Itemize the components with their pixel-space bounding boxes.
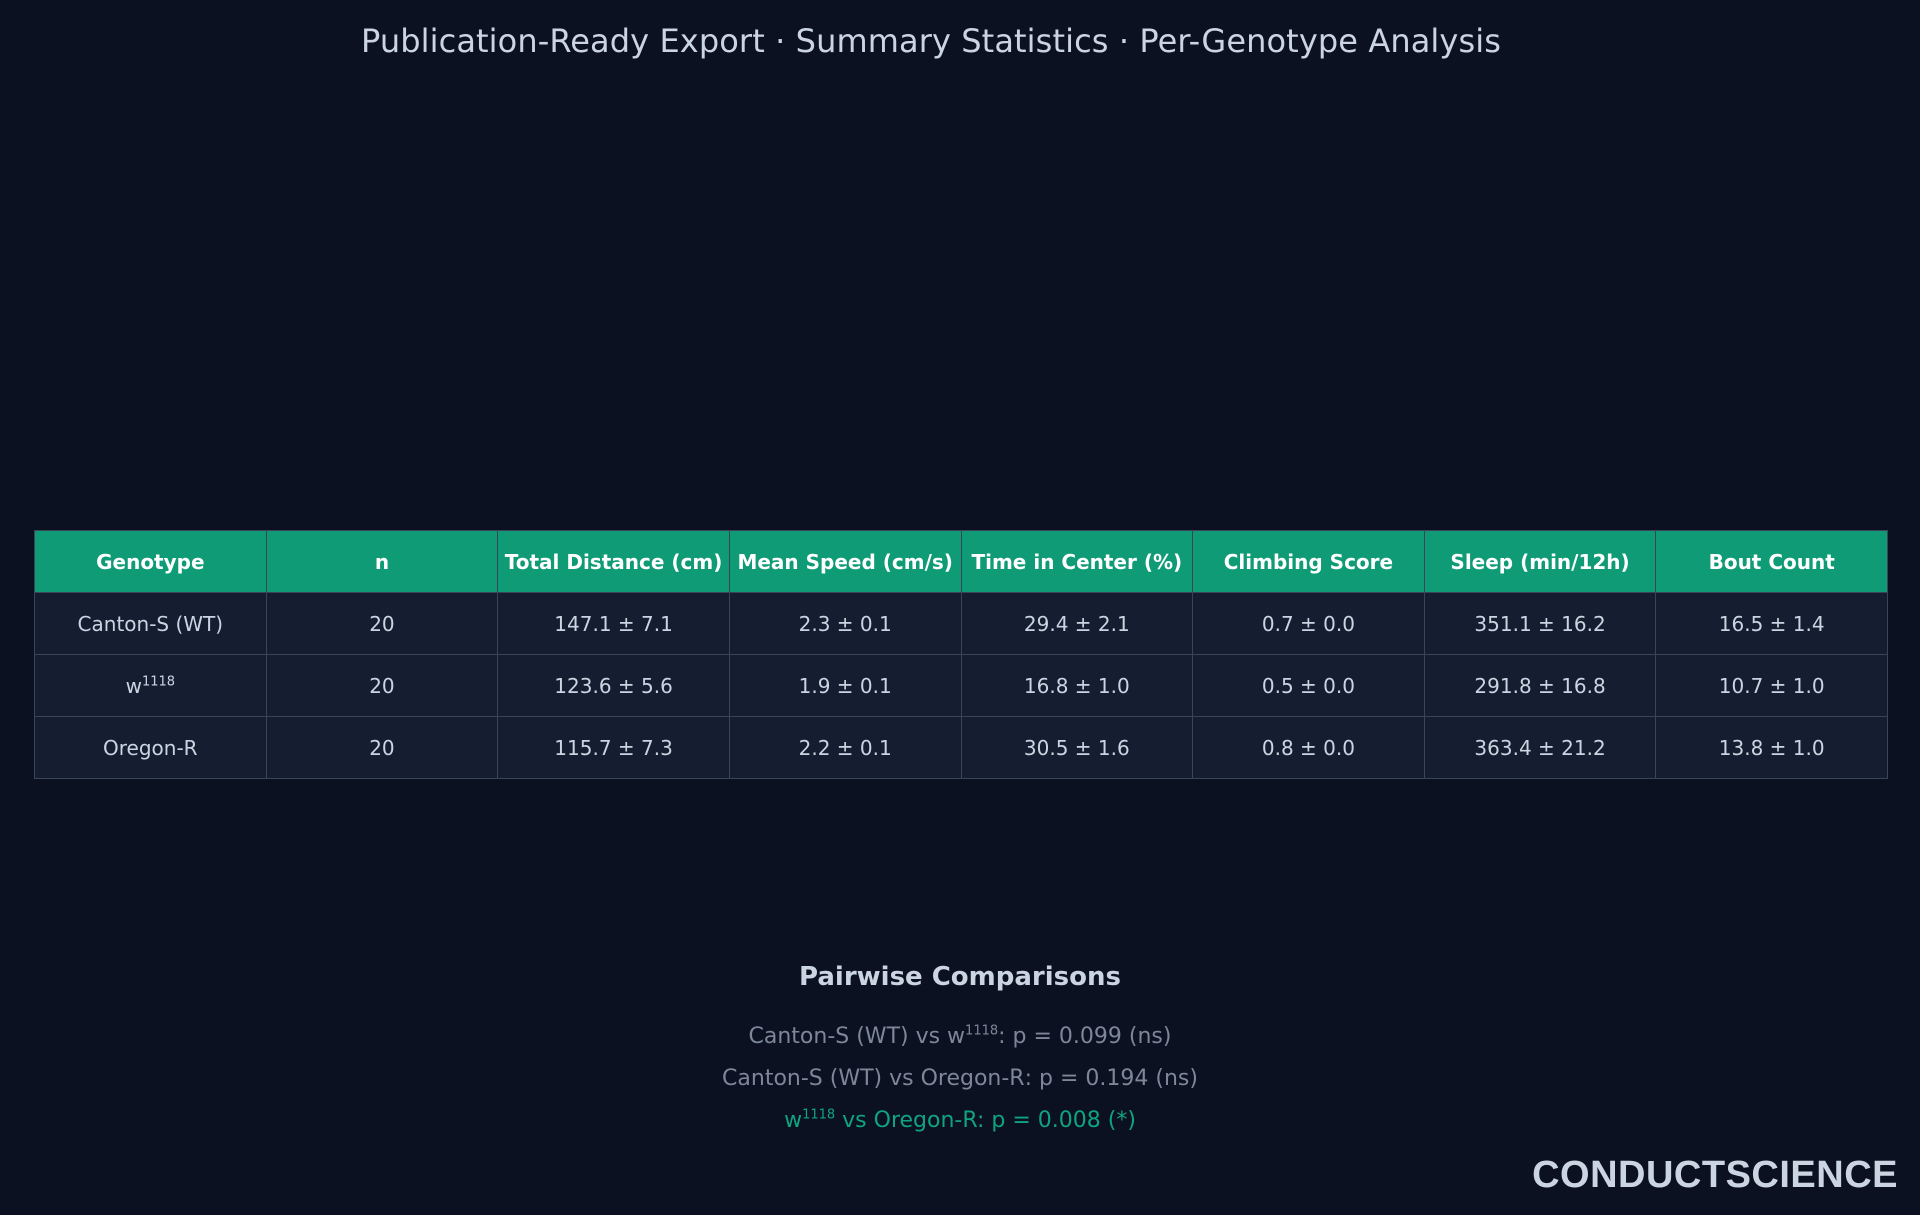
cell-genotype: Canton-S (WT) — [34, 592, 267, 655]
table-header-row: Genotype n Total Distance (cm) Mean Spee… — [34, 530, 1888, 593]
cell-genotype: w1118 — [34, 654, 267, 717]
cell-bout-count: 10.7 ± 1.0 — [1655, 654, 1888, 717]
table-row: Oregon-R 20 115.7 ± 7.3 2.2 ± 0.1 30.5 ±… — [34, 716, 1888, 779]
page-title: Publication-Ready Export · Summary Stati… — [361, 22, 1501, 60]
cell-time-in-center: 29.4 ± 2.1 — [960, 592, 1194, 655]
table-row: w1118 20 123.6 ± 5.6 1.9 ± 0.1 16.8 ± 1.… — [34, 654, 1888, 717]
header-sleep: Sleep (min/12h) — [1423, 530, 1657, 593]
comparison-line: Canton-S (WT) vs Oregon-R: p = 0.194 (ns… — [722, 1066, 1198, 1091]
cell-sleep: 291.8 ± 16.8 — [1423, 654, 1657, 717]
cell-n: 20 — [265, 654, 499, 717]
cell-genotype: Oregon-R — [34, 716, 267, 779]
cell-bout-count: 13.8 ± 1.0 — [1655, 716, 1888, 779]
cell-n: 20 — [265, 592, 499, 655]
header-climbing-score: Climbing Score — [1192, 530, 1425, 593]
conductscience-logo: CONDUCTSCIENCE — [1532, 1154, 1898, 1196]
cell-climbing-score: 0.5 ± 0.0 — [1192, 654, 1425, 717]
header-time-in-center: Time in Center (%) — [960, 530, 1194, 593]
header-bout-count: Bout Count — [1655, 530, 1888, 593]
cell-mean-speed: 2.3 ± 0.1 — [728, 592, 962, 655]
cell-sleep: 363.4 ± 21.2 — [1423, 716, 1657, 779]
cell-sleep: 351.1 ± 16.2 — [1423, 592, 1657, 655]
pairwise-heading: Pairwise Comparisons — [799, 962, 1121, 992]
header-mean-speed: Mean Speed (cm/s) — [728, 530, 962, 593]
comparison-line-significant: w1118 vs Oregon-R: p = 0.008 (*) — [784, 1107, 1136, 1133]
comparison-line: Canton-S (WT) vs w1118: p = 0.099 (ns) — [748, 1023, 1172, 1049]
cell-total-distance: 123.6 ± 5.6 — [497, 654, 730, 717]
cell-total-distance: 147.1 ± 7.1 — [497, 592, 730, 655]
cell-bout-count: 16.5 ± 1.4 — [1655, 592, 1888, 655]
cell-time-in-center: 30.5 ± 1.6 — [960, 716, 1194, 779]
header-genotype: Genotype — [34, 530, 267, 593]
cell-climbing-score: 0.7 ± 0.0 — [1192, 592, 1425, 655]
header-total-distance: Total Distance (cm) — [497, 530, 730, 593]
cell-mean-speed: 2.2 ± 0.1 — [728, 716, 962, 779]
header-n: n — [265, 530, 499, 593]
cell-time-in-center: 16.8 ± 1.0 — [960, 654, 1194, 717]
table-row: Canton-S (WT) 20 147.1 ± 7.1 2.3 ± 0.1 2… — [34, 592, 1888, 655]
cell-climbing-score: 0.8 ± 0.0 — [1192, 716, 1425, 779]
cell-mean-speed: 1.9 ± 0.1 — [728, 654, 962, 717]
cell-total-distance: 115.7 ± 7.3 — [497, 716, 730, 779]
pairwise-comparisons-section: Pairwise Comparisons Canton-S (WT) vs w1… — [0, 962, 1920, 1142]
cell-n: 20 — [265, 716, 499, 779]
summary-table-container: Genotype n Total Distance (cm) Mean Spee… — [34, 530, 1888, 779]
summary-statistics-table: Genotype n Total Distance (cm) Mean Spee… — [34, 530, 1888, 779]
